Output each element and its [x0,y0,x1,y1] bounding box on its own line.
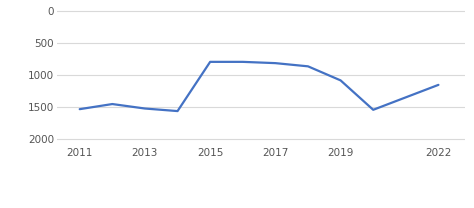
Overall Testing Rank of Clementon Elementary School [175,110,181,112]
Legend: Overall Testing Rank of Clementon Elementary School: Overall Testing Rank of Clementon Elemen… [100,206,421,208]
Overall Testing Rank of Clementon Elementary School [273,62,278,64]
Line: Overall Testing Rank of Clementon Elementary School: Overall Testing Rank of Clementon Elemen… [80,62,438,111]
Overall Testing Rank of Clementon Elementary School [370,109,376,111]
Overall Testing Rank of Clementon Elementary School [305,65,311,68]
Overall Testing Rank of Clementon Elementary School [109,103,115,105]
Overall Testing Rank of Clementon Elementary School [436,84,441,86]
Overall Testing Rank of Clementon Elementary School [338,79,344,82]
Overall Testing Rank of Clementon Elementary School [142,107,148,110]
Overall Testing Rank of Clementon Elementary School [77,108,82,110]
Overall Testing Rank of Clementon Elementary School [240,61,246,63]
Overall Testing Rank of Clementon Elementary School [207,61,213,63]
